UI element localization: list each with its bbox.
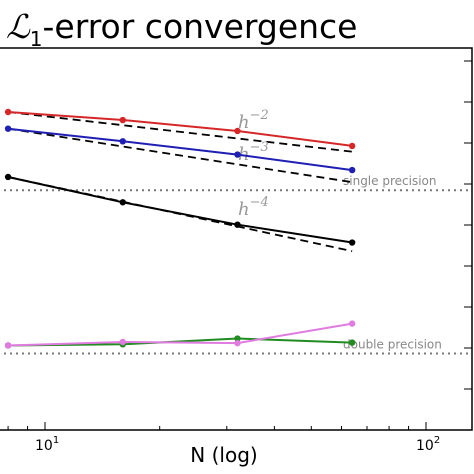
x-tick-label-base: 10 [416, 438, 434, 454]
reference-lines: h−2h−3h−4 [7, 108, 353, 253]
reference-slope-label: h−4 [238, 195, 269, 220]
precision-label: single precision [343, 174, 436, 188]
title-subscript: 1 [30, 27, 43, 51]
x-tick-label-exponent: 1 [53, 435, 59, 446]
slope-label-exponent: −2 [250, 108, 269, 123]
title-symbol: ℒ [6, 7, 31, 46]
x-axis-label: N (log) [190, 443, 257, 467]
title-text: -error convergence [43, 7, 358, 46]
x-tick-label-exponent: 2 [434, 435, 440, 446]
data-point [234, 221, 241, 228]
slope-label-exponent: −3 [250, 140, 269, 155]
series-line [8, 322, 353, 347]
data-point [234, 151, 241, 158]
data-point [348, 166, 356, 174]
reference-slope-label: h−2 [238, 108, 269, 133]
plot-frame [0, 47, 473, 431]
data-point [234, 127, 241, 135]
data-point [234, 335, 241, 342]
data-point [4, 125, 12, 132]
data-point [119, 116, 126, 124]
slope-label-base: h [238, 199, 250, 220]
x-tick-label: 101 [35, 435, 59, 454]
chart-title: ℒ1-error convergence [6, 7, 357, 51]
data-point [234, 339, 241, 347]
slope-label-base: h [238, 112, 250, 133]
data-point [119, 338, 126, 346]
data-point [348, 320, 356, 327]
data-point [4, 342, 12, 349]
precision-label: double precision [343, 338, 442, 352]
reference-slope-line [7, 111, 353, 153]
x-tick-label-base: 10 [35, 438, 53, 454]
data-point [348, 339, 356, 346]
data-point [4, 173, 12, 181]
series-line [7, 127, 353, 172]
data-point [348, 239, 356, 246]
series-line [8, 337, 353, 347]
y-ticks [464, 60, 472, 390]
reference-slope-line [7, 127, 353, 184]
x-tick-label: 102 [416, 435, 440, 454]
slope-label-exponent: −4 [250, 195, 269, 210]
data-point [348, 142, 356, 150]
data-point [119, 199, 126, 206]
precision-lines: single precision double precision [0, 174, 472, 355]
series-line [7, 176, 353, 244]
reference-slope-label: h−3 [238, 140, 269, 165]
x-ticks: 101 102 [7, 422, 440, 454]
data-point [119, 138, 126, 145]
data-point [4, 108, 12, 116]
series [4, 108, 356, 349]
series-line [8, 111, 353, 147]
